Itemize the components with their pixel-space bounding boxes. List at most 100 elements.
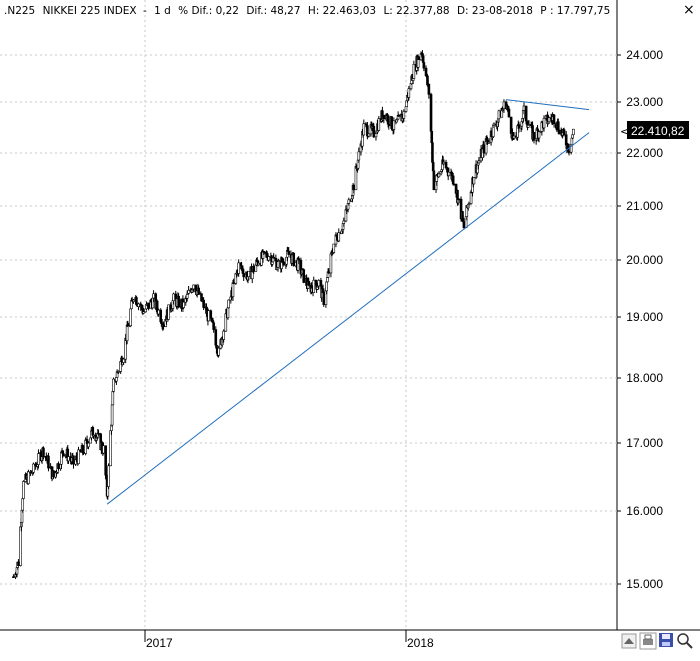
candle-body — [52, 470, 55, 478]
candle-body — [325, 281, 328, 292]
trendline[interactable] — [106, 132, 590, 505]
y-tick-label: 18.000 — [626, 371, 663, 385]
candle-body — [110, 404, 114, 426]
candle-body — [209, 310, 213, 319]
candle-body — [337, 232, 341, 242]
candle-body — [297, 258, 301, 261]
candle-body — [457, 198, 461, 201]
close-button[interactable]: × — [683, 2, 695, 18]
candle-body — [262, 251, 266, 253]
candle-body — [397, 115, 401, 117]
current-price-arrow-icon: < — [620, 125, 629, 138]
header-date: D: 23-08-2018 — [457, 5, 533, 17]
candle-body — [482, 144, 486, 154]
candle-body — [567, 151, 571, 153]
candle-body — [47, 455, 50, 469]
y-axis: 15.000 16.000 17.000 18.000 19.000 20.000 21.0… — [617, 48, 663, 591]
candle-body — [417, 56, 421, 61]
candle-body — [431, 162, 435, 172]
candle-body — [32, 463, 35, 473]
candle-body — [276, 261, 280, 268]
candle-body — [382, 114, 386, 119]
candle-body — [362, 123, 366, 136]
candle-body — [429, 94, 433, 132]
candle-body — [107, 465, 110, 487]
candle-body — [327, 271, 331, 274]
candle-body — [322, 292, 326, 305]
candle-body — [72, 455, 75, 465]
x-tick-label: 2018 — [407, 636, 434, 650]
candle-body — [472, 177, 476, 185]
candle-body — [202, 299, 205, 308]
candle-body — [452, 183, 456, 186]
candle-body — [507, 108, 511, 118]
candle-body — [87, 442, 90, 448]
candle-body — [152, 293, 155, 299]
candle-body — [102, 445, 105, 454]
candle-body — [197, 287, 200, 295]
candle-body — [37, 453, 40, 465]
candle-body — [329, 253, 333, 274]
candle-body — [232, 282, 235, 285]
candle-body — [61, 450, 65, 454]
candle-body — [527, 124, 531, 126]
candle-body — [422, 62, 426, 69]
header-timeframe: 1 d — [154, 5, 171, 17]
candle-body — [469, 191, 473, 205]
candle-body — [231, 282, 235, 297]
candle-body — [372, 125, 376, 138]
save-icon[interactable] — [659, 633, 673, 647]
candle-body — [185, 293, 189, 299]
candle-body — [212, 322, 215, 330]
header-symbol: .N225 — [4, 5, 35, 17]
last-value-badge: < 22.410,82 — [620, 121, 689, 139]
candle-body — [192, 284, 195, 290]
candle-body — [392, 120, 396, 130]
candle-body — [462, 221, 466, 229]
candle-body — [442, 161, 446, 165]
candle-body — [522, 105, 526, 111]
candle-body — [404, 106, 408, 112]
candle-body — [21, 498, 25, 511]
candle-body — [492, 123, 496, 126]
candles — [12, 50, 575, 580]
candle-body — [257, 263, 260, 266]
candle-body — [217, 347, 220, 356]
candle-body — [326, 277, 329, 283]
candle-body — [112, 378, 115, 392]
last-value-label: 22.410,82 — [631, 124, 685, 138]
candle-body — [172, 293, 175, 301]
candle-body — [447, 171, 451, 176]
candle-body — [292, 252, 296, 267]
candle-body — [497, 110, 501, 120]
zoom-icon[interactable] — [677, 633, 693, 649]
candle-body — [316, 286, 319, 290]
candle-body — [182, 301, 185, 308]
scroll-up-icon[interactable] — [621, 633, 637, 649]
candle-body — [312, 279, 316, 293]
candle-body — [77, 449, 80, 465]
candle-body — [147, 302, 150, 309]
grid — [0, 0, 617, 630]
candle-body — [557, 129, 561, 135]
candle-body — [432, 170, 436, 191]
candle-body — [509, 116, 513, 134]
candle-body — [222, 330, 225, 340]
candle-body — [347, 199, 351, 204]
candle-body — [542, 118, 546, 129]
candle-body — [277, 260, 281, 262]
x-axis: 2017 2018 — [144, 630, 434, 650]
candle-body — [97, 432, 100, 435]
y-tick-label: 21.000 — [626, 199, 663, 213]
candle-body — [412, 63, 416, 79]
header-change: Dif.: 48,27 — [246, 5, 300, 17]
printer-icon[interactable] — [639, 632, 657, 650]
x-tick-label: 2017 — [146, 636, 173, 650]
candle-body — [532, 131, 536, 141]
candle-body — [237, 262, 240, 274]
candle-body — [537, 131, 541, 139]
trendline[interactable] — [506, 99, 590, 111]
y-tick-label: 22.000 — [626, 146, 663, 160]
candle-body — [22, 481, 25, 499]
